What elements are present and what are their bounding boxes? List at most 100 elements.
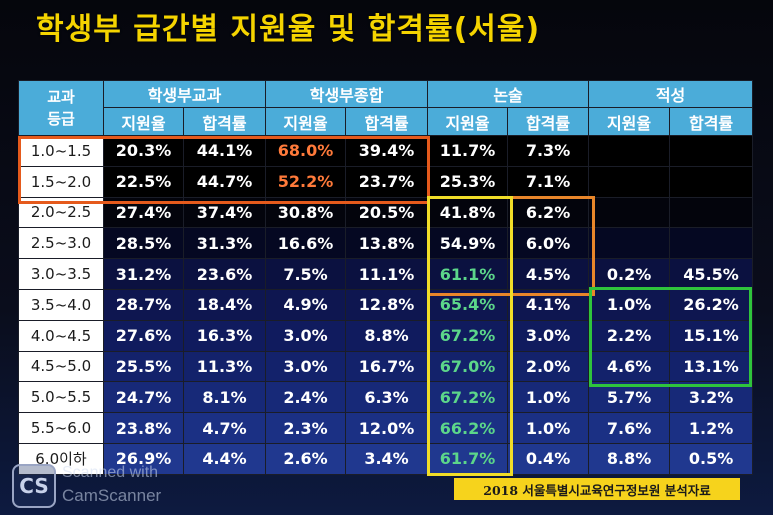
value-cell: 3.2% [669,381,754,414]
value-cell: 11.1% [345,258,429,290]
data-table: 교과 등급 학생부교과 학생부종합 논술 적성 지원율 합격률 지원율 합격률 … [18,80,754,475]
value-cell: 2.2% [588,319,671,352]
value-cell [669,196,754,229]
value-cell: 67.2% [427,319,509,352]
group-header-nonsul: 논술 [427,80,590,108]
table-row: 3.0~3.5 31.2% 23.6% 7.5% 11.1% 61.1% 4.5% 0.2% 4… [18,258,754,290]
table-row: 4.0~4.5 27.6% 16.3% 3.0% 8.8% 67.2% 3.0% 2.2% 15… [18,319,754,352]
value-cell: 2.0% [507,350,590,383]
value-cell: 52.2% [265,165,347,198]
value-cell: 23.6% [182,258,267,290]
value-cell: 2.6% [265,442,347,475]
value-cell: 8.8% [588,442,671,475]
value-cell: 16.3% [182,319,267,352]
grade-header-line2: 등급 [47,110,75,128]
value-cell [669,135,754,167]
value-cell: 7.5% [265,258,347,290]
grade-cell: 1.5~2.0 [18,165,104,198]
value-cell: 3.0% [265,319,347,352]
value-cell: 61.7% [427,442,509,475]
sub-header: 합격률 [669,107,754,136]
group-header-jeokseong: 적성 [588,80,754,108]
value-cell: 25.5% [103,350,184,383]
sub-header: 지원율 [427,107,509,136]
camscanner-watermark: CS Scanned with CamScanner [12,462,182,512]
value-cell: 20.3% [103,135,184,167]
grade-cell: 5.5~6.0 [18,412,104,444]
value-cell: 6.3% [345,381,429,414]
value-cell: 16.6% [265,227,347,260]
value-cell: 12.8% [345,288,429,321]
value-cell: 4.1% [507,288,590,321]
value-cell: 45.5% [669,258,754,290]
value-cell: 28.7% [103,288,184,321]
value-cell: 3.0% [507,319,590,352]
sub-header: 지원율 [265,107,347,136]
data-table-container: 교과 등급 학생부교과 학생부종합 논술 적성 지원율 합격률 지원율 합격률 … [18,80,754,475]
value-cell: 0.5% [669,442,754,475]
table-row: 1.0~1.5 20.3% 44.1% 68.0% 39.4% 11.7% 7.3% [18,135,754,167]
value-cell [588,196,671,229]
value-cell: 28.5% [103,227,184,260]
value-cell: 16.7% [345,350,429,383]
table-body: 1.0~1.5 20.3% 44.1% 68.0% 39.4% 11.7% 7.3% 1.5~… [18,135,754,475]
value-cell: 8.1% [182,381,267,414]
grade-cell: 3.0~3.5 [18,258,104,290]
value-cell: 68.0% [265,135,347,167]
value-cell: 1.0% [588,288,671,321]
group-header-gyogwa: 학생부교과 [102,80,267,108]
value-cell: 4.5% [507,258,590,290]
value-cell: 5.7% [588,381,671,414]
value-cell: 65.4% [427,288,509,321]
value-cell: 31.3% [182,227,267,260]
value-cell: 11.7% [427,135,509,167]
value-cell [669,165,754,198]
value-cell: 4.9% [265,288,347,321]
value-cell: 22.5% [103,165,184,198]
value-cell: 20.5% [345,196,429,229]
value-cell: 11.3% [182,350,267,383]
value-cell: 2.3% [265,412,347,444]
value-cell: 13.1% [669,350,754,383]
group-header-jonghap: 학생부종합 [265,80,429,108]
sub-header: 합격률 [507,107,590,136]
value-cell: 0.4% [507,442,590,475]
value-cell: 44.7% [182,165,267,198]
value-cell: 1.0% [507,412,590,444]
value-cell: 4.7% [182,412,267,444]
value-cell: 8.8% [345,319,429,352]
value-cell: 18.4% [182,288,267,321]
value-cell: 67.2% [427,381,509,414]
watermark-line1: Scanned with [62,464,159,481]
value-cell: 30.8% [265,196,347,229]
value-cell: 23.7% [345,165,429,198]
grade-cell: 4.5~5.0 [18,350,104,383]
grade-cell: 5.0~5.5 [18,381,104,414]
value-cell: 7.1% [507,165,590,198]
table-row: 3.5~4.0 28.7% 18.4% 4.9% 12.8% 65.4% 4.1% 1.0% 2… [18,288,754,321]
grade-cell: 3.5~4.0 [18,288,104,321]
value-cell: 1.2% [669,412,754,444]
sub-header: 합격률 [182,107,267,136]
value-cell: 54.9% [427,227,509,260]
value-cell: 2.4% [265,381,347,414]
camscanner-logo-icon: CS [12,464,56,508]
table-row: 4.5~5.0 25.5% 11.3% 3.0% 16.7% 67.0% 2.0% 4.6% 1… [18,350,754,383]
grade-header-line1: 교과 [47,88,75,106]
value-cell: 41.8% [427,196,509,229]
value-cell: 31.2% [103,258,184,290]
table-row: 6.0이하 26.9% 4.4% 2.6% 3.4% 61.7% 0.4% 8.8% 0.5% [18,442,754,475]
value-cell: 7.3% [507,135,590,167]
value-cell: 4.6% [588,350,671,383]
value-cell: 3.0% [265,350,347,383]
sub-header: 합격률 [345,107,429,136]
value-cell: 24.7% [103,381,184,414]
value-cell: 4.4% [182,442,267,475]
value-cell: 37.4% [182,196,267,229]
value-cell [588,227,671,260]
table-row: 5.5~6.0 23.8% 4.7% 2.3% 12.0% 66.2% 1.0% 7.6% 1.… [18,412,754,444]
grade-cell: 4.0~4.5 [18,319,104,352]
grade-cell: 6.0이하 [18,442,104,475]
grade-cell: 1.0~1.5 [18,135,104,167]
sub-header: 지원율 [588,107,671,136]
